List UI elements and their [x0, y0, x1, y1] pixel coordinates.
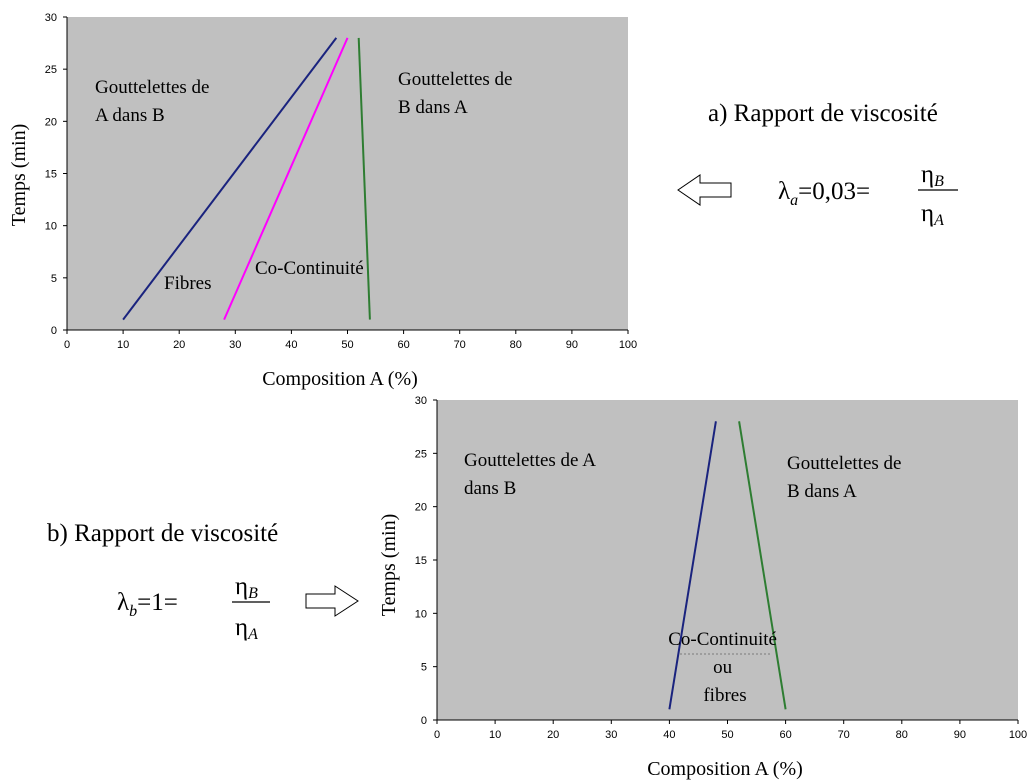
chart-a-ylabel: Temps (min) [8, 124, 30, 226]
chart-b-xtick-label: 70 [838, 729, 850, 741]
chart-b-xtick-label: 30 [605, 729, 617, 741]
svg-text:λa=0,03=: λa=0,03= [778, 178, 870, 209]
chart-b-ytick-label: 30 [415, 395, 427, 407]
chart-b-boundary-line-2 [738, 421, 787, 710]
chart-a-xtick-label: 50 [341, 339, 353, 351]
chart-b-plot-area [437, 400, 1018, 720]
chart-a-region-fibres: Fibres [164, 273, 212, 294]
chart-a-xtick-label: 40 [285, 339, 297, 351]
chart-a-ytick-label: 15 [45, 169, 57, 181]
chart-a-xtick-label: 60 [397, 339, 409, 351]
chart-b-arrow-right [305, 585, 359, 617]
chart-a-ytick-label: 10 [45, 221, 57, 233]
lambda-symbol: λ [778, 178, 790, 205]
chart-a-region-cocontinuity: Co-Continuité [255, 258, 364, 279]
chart-b-xlabel: Composition A (%) [647, 758, 803, 780]
chart-b-ytick-label: 20 [415, 502, 427, 514]
chart-a-arrow-left [677, 174, 732, 206]
svg-text:ηA: ηA [921, 200, 944, 229]
chart-b-region-b-in-a: Gouttelettes de B dans A [787, 453, 906, 502]
chart-a-boundary-line-2 [223, 37, 349, 321]
chart-b-ytick-label: 25 [415, 448, 427, 460]
svg-text:ηA: ηA [235, 614, 258, 643]
chart-b-xtick-label: 100 [1009, 729, 1027, 741]
chart-b-ytick-label: 0 [421, 715, 427, 727]
chart-a-ytick-label: 0 [51, 325, 57, 337]
svg-text:λb=1=: λb=1= [117, 589, 178, 620]
chart-b-ytick-label: 15 [415, 555, 427, 567]
svg-text:ηB: ηB [235, 573, 258, 602]
chart-b-caption: b) Rapport de viscosité [47, 520, 278, 547]
chart-a-ytick-label: 5 [51, 273, 57, 285]
chart-a: 0 10 20 30 40 50 60 70 80 90 100 0 5 10 15 20 25 30 Comp… [8, 12, 958, 390]
chart-a-boundary-line-3 [357, 37, 371, 320]
chart-a-xtick-label: 90 [566, 339, 578, 351]
chart-b-region-a-in-b: Gouttelettes de A dans B [464, 450, 600, 499]
chart-a-region-b-in-a: Gouttelettes de B dans A [398, 69, 517, 118]
chart-a-plot-area [67, 17, 628, 330]
lambda-symbol: λ [117, 589, 129, 616]
chart-b-xtick-label: 10 [489, 729, 501, 741]
chart-b-xtick-label: 60 [779, 729, 791, 741]
chart-a-xtick-label: 20 [173, 339, 185, 351]
chart-a-caption: a) Rapport de viscosité [708, 100, 938, 127]
chart-b-ylabel: Temps (min) [378, 514, 400, 616]
chart-b-region-cocontinuity: Co-Continuité ou fibres [668, 629, 781, 706]
chart-a-formula: λa=0,03= ηB ηA [778, 161, 958, 229]
chart-b-formula: λb=1= ηB ηA [117, 573, 270, 643]
svg-text:ηB: ηB [921, 161, 944, 190]
chart-b-xtick-label: 80 [896, 729, 908, 741]
chart-b: 0 10 20 30 40 50 60 70 80 90 100 0 5 10 15 20 25 30 Comp… [47, 395, 1027, 780]
chart-b-xtick-label: 20 [547, 729, 559, 741]
chart-b-ytick-label: 10 [415, 608, 427, 620]
chart-a-xtick-label: 30 [229, 339, 241, 351]
chart-a-ytick-label: 25 [45, 64, 57, 76]
chart-a-xtick-label: 70 [454, 339, 466, 351]
chart-b-boundary-line-1 [668, 421, 717, 710]
chart-b-xtick-label: 0 [434, 729, 440, 741]
chart-a-ytick-label: 30 [45, 12, 57, 24]
chart-a-xtick-label: 80 [510, 339, 522, 351]
chart-a-ytick-label: 20 [45, 116, 57, 128]
chart-a-boundary-line-1 [122, 37, 338, 321]
chart-b-xtick-label: 40 [663, 729, 675, 741]
chart-b-xtick-label: 50 [721, 729, 733, 741]
chart-a-xtick-label: 10 [117, 339, 129, 351]
chart-b-xtick-label: 90 [954, 729, 966, 741]
chart-a-xtick-label: 100 [619, 339, 637, 351]
chart-a-xtick-label: 0 [64, 339, 70, 351]
chart-b-ytick-label: 5 [421, 662, 427, 674]
chart-a-xlabel: Composition A (%) [262, 368, 418, 390]
chart-a-region-a-in-b: Gouttelettes de A dans B [95, 77, 214, 126]
